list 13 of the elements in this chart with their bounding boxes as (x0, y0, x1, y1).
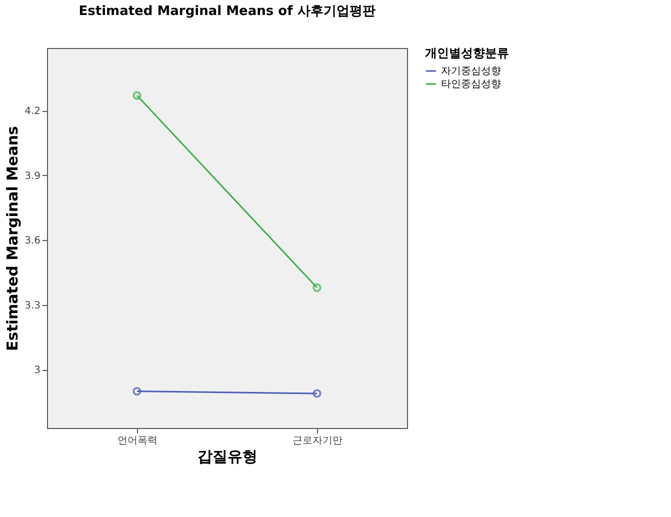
y-axis-title: Estimated Marginal Means (4, 126, 22, 351)
x-axis-title: 갑질유형 (198, 448, 258, 466)
legend-label: 자기중심성향 (441, 66, 501, 77)
x-tick-label: 근로자기만 (292, 436, 342, 446)
y-tick-label: 3.9 (24, 170, 40, 182)
x-tick-label: 언어폭력 (118, 436, 158, 446)
y-tick-label: 3 (34, 365, 40, 376)
y-tick-label: 4.2 (24, 106, 40, 118)
legend-title: 개인별성향분류 (425, 46, 509, 60)
y-tick-label: 3.3 (24, 300, 40, 312)
legend-label: 타인중심성향 (441, 79, 501, 90)
chart-title: Estimated Marginal Means of 사후기업평판 (78, 4, 376, 19)
y-tick-label: 3.6 (24, 236, 40, 247)
